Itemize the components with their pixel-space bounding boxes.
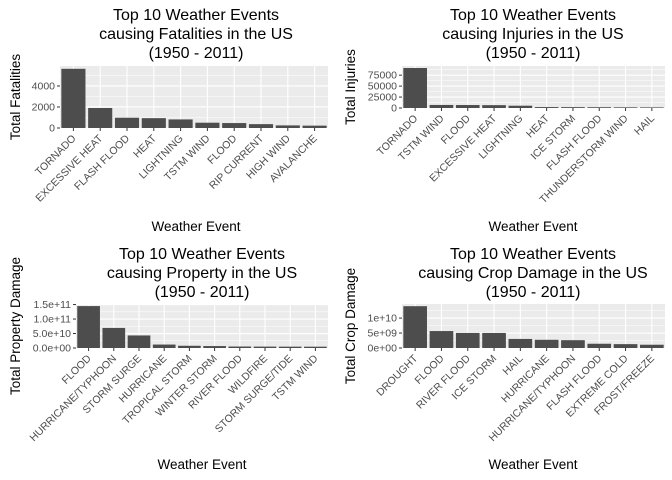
bar-excessive-heat	[88, 108, 113, 128]
y-tick-label: 0	[49, 123, 55, 135]
bar-lightning	[508, 105, 533, 108]
bar-river-flood	[228, 346, 252, 348]
x-tick-label: DROUGHT	[374, 352, 420, 398]
bar-storm-surge-tide	[278, 346, 302, 348]
bar-river-flood	[455, 332, 480, 348]
y-tick-label: 0.0e+00	[33, 343, 71, 355]
bar-ice-storm	[482, 332, 506, 348]
bar-tropical-storm	[178, 345, 201, 348]
y-tick-label: 1.5e+11	[34, 299, 72, 311]
y-axis-title: Total Fatalities	[8, 54, 23, 141]
bar-rip-current	[248, 124, 274, 128]
bar-extreme-cold	[613, 344, 638, 348]
bar-avalanche	[302, 125, 327, 128]
bar-ice-storm	[561, 107, 585, 108]
bar-tstm-wind	[304, 346, 327, 348]
y-tick-label: 2000	[32, 101, 56, 113]
bar-tstm-wind	[429, 104, 454, 108]
chart-title: Top 10 Weather Events causing Injuries in…	[442, 7, 623, 62]
x-axis-title: Weather Event	[488, 219, 577, 234]
bar-heat	[534, 107, 559, 108]
plot-panel	[402, 66, 665, 108]
bar-wildfire	[253, 346, 277, 348]
bar-flash-flood	[587, 107, 612, 108]
x-axis-title: Weather Event	[157, 457, 246, 472]
chart-title: Top 10 Weather Events causing Crop Damage…	[418, 246, 647, 301]
y-tick-label: 1.0e+11	[34, 314, 72, 326]
bar-tornado	[403, 67, 427, 108]
x-tick-label: HAIL	[632, 113, 657, 138]
chart-3: Top 10 Weather Events causing Property in…	[8, 246, 328, 472]
bar-flood	[455, 105, 480, 108]
y-tick-label: 1e+10	[368, 313, 398, 325]
bar-thunderstorm-wind	[613, 107, 638, 108]
y-tick-label: 50000	[368, 81, 397, 93]
bar-tornado	[61, 68, 86, 128]
bar-tstm-wind	[195, 122, 220, 128]
y-axis-title: Total Injuries	[343, 49, 358, 125]
chart-title: Top 10 Weather Events causing Fatalities …	[99, 7, 293, 62]
bar-hurricane-typhoon	[102, 327, 126, 348]
chart-title: Top 10 Weather Events causing Property in…	[107, 246, 297, 301]
bar-flash-flood	[587, 343, 612, 348]
y-tick-label: 75000	[368, 70, 397, 82]
bar-hurricane	[534, 339, 559, 348]
y-tick-label: 5e+09	[368, 328, 398, 340]
bar-high-wind	[275, 125, 300, 128]
y-tick-label: 0e+00	[368, 343, 398, 355]
y-tick-label: 25000	[368, 92, 397, 104]
bar-storm-surge	[127, 335, 151, 348]
bar-flash-flood	[114, 117, 140, 128]
bar-frost-freeze	[640, 344, 664, 348]
chart-2: Top 10 Weather Events causing Injuries in…	[343, 7, 665, 234]
chart-4: Top 10 Weather Events causing Crop Damage…	[343, 246, 665, 472]
bar-lightning	[168, 119, 193, 128]
bar-flood	[222, 123, 247, 128]
y-axis-title: Total Property Damage	[8, 257, 23, 395]
bar-hail	[640, 107, 664, 108]
bar-hail	[508, 338, 533, 348]
y-tick-label: 0	[391, 103, 397, 115]
x-axis-title: Weather Event	[151, 219, 240, 234]
y-tick-label: 5.0e+10	[33, 328, 71, 340]
y-tick-label: 4000	[32, 80, 56, 92]
y-axis-title: Total Crop Damage	[343, 268, 358, 384]
bar-excessive-heat	[482, 105, 506, 108]
bar-winter-storm	[203, 346, 226, 348]
bar-heat	[141, 118, 166, 128]
bar-flood	[77, 306, 100, 348]
chart-1: Top 10 Weather Events causing Fatalities …	[8, 7, 328, 234]
bar-hurricane-typhoon	[561, 340, 585, 348]
bar-flood	[429, 331, 454, 348]
x-axis-title: Weather Event	[488, 457, 577, 472]
bar-drought	[403, 306, 427, 348]
bar-hurricane	[152, 344, 176, 348]
